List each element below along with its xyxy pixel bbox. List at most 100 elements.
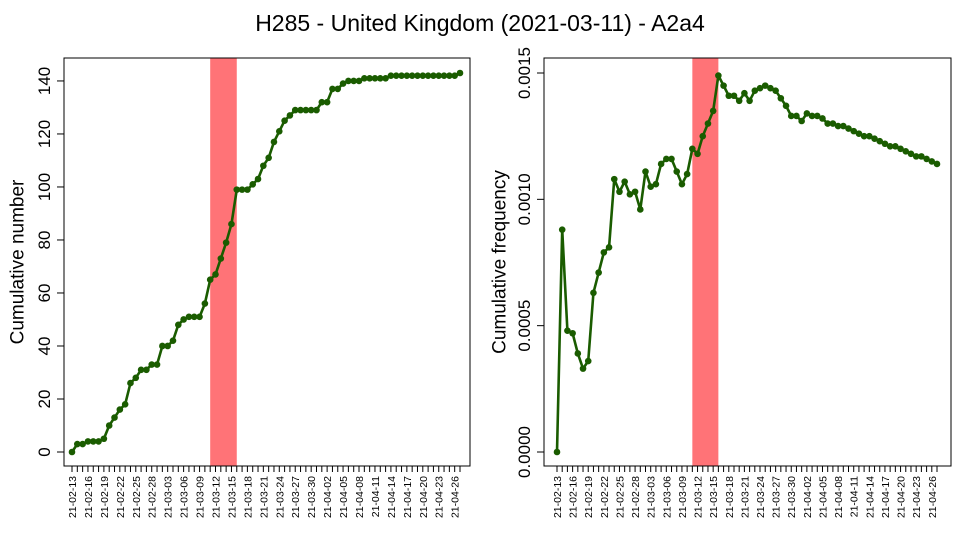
left-data-point bbox=[297, 106, 304, 114]
right-data-point bbox=[819, 115, 826, 122]
left-x-tick-label: 21-04-14 bbox=[386, 476, 398, 518]
left-data-point bbox=[275, 128, 283, 135]
left-x-tick-label: 21-02-16 bbox=[83, 476, 95, 518]
left-data-point bbox=[143, 366, 150, 374]
left-x-tick-label: 21-02-22 bbox=[115, 476, 127, 518]
left-data-point bbox=[350, 77, 357, 85]
left-data-point bbox=[244, 186, 251, 193]
right-data-point bbox=[871, 135, 878, 142]
left-x-tick-label: 21-04-02 bbox=[322, 476, 334, 518]
right-data-point bbox=[756, 84, 764, 92]
left-y-tick-label: 80 bbox=[35, 231, 54, 250]
right-x-tick-label: 21-03-09 bbox=[677, 476, 689, 518]
right-data-point bbox=[590, 289, 597, 297]
left-data-point bbox=[366, 75, 373, 82]
left-data-point bbox=[408, 72, 416, 79]
left-data-point bbox=[323, 98, 331, 106]
right-data-point bbox=[584, 357, 592, 365]
right-data-point bbox=[933, 160, 941, 168]
right-data-point bbox=[866, 132, 873, 140]
left-data-point bbox=[111, 414, 118, 421]
right-data-point bbox=[730, 92, 738, 100]
left-data-point bbox=[403, 72, 411, 79]
left-data-point bbox=[371, 75, 379, 82]
left-data-point bbox=[446, 72, 453, 79]
left-x-tick-label: 21-03-27 bbox=[290, 476, 302, 518]
right-data-point bbox=[715, 72, 722, 79]
right-x-tick-label: 21-03-15 bbox=[708, 476, 720, 518]
left-data-point bbox=[270, 138, 278, 146]
left-data-point bbox=[307, 106, 315, 114]
right-data-point bbox=[912, 153, 920, 160]
left-data-point bbox=[169, 337, 177, 344]
right-data-point bbox=[813, 112, 821, 120]
right-data-point bbox=[683, 170, 691, 178]
left-data-point bbox=[228, 220, 235, 228]
right-data-point bbox=[840, 122, 847, 130]
right-x-tick-label: 21-04-11 bbox=[849, 476, 861, 517]
right-y-axis-label: Cumulative frequency bbox=[490, 170, 511, 354]
right-data-point bbox=[803, 110, 811, 117]
left-data-point bbox=[430, 72, 437, 79]
left-x-tick-label: 21-03-06 bbox=[179, 476, 191, 518]
right-data-point bbox=[918, 153, 925, 160]
right-data-point bbox=[668, 155, 675, 163]
right-data-point bbox=[886, 142, 894, 150]
left-x-tick-label: 21-02-25 bbox=[131, 476, 143, 518]
left-data-point bbox=[313, 106, 320, 114]
left-x-tick-label: 21-03-30 bbox=[306, 476, 318, 518]
right-data-point bbox=[709, 107, 717, 115]
right-data-point bbox=[798, 117, 805, 125]
right-data-point bbox=[657, 160, 665, 168]
right-data-point bbox=[876, 137, 884, 145]
right-data-point bbox=[553, 448, 561, 456]
left-data-point bbox=[89, 438, 97, 445]
left-x-tick-label: 21-04-11 bbox=[370, 476, 382, 517]
left-x-tick-label: 21-03-24 bbox=[274, 476, 286, 518]
left-data-point bbox=[222, 239, 230, 246]
right-data-point bbox=[600, 249, 608, 256]
left-y-tick-label: 60 bbox=[35, 284, 54, 303]
left-data-point bbox=[414, 72, 421, 79]
right-data-point bbox=[834, 122, 842, 130]
right-x-tick-label: 21-03-06 bbox=[661, 476, 673, 518]
left-data-point bbox=[116, 406, 124, 413]
left-x-tick-label: 21-03-18 bbox=[242, 476, 254, 518]
right-data-point bbox=[616, 188, 623, 196]
right-data-point bbox=[892, 142, 899, 150]
right-x-tick-label: 21-03-27 bbox=[771, 476, 783, 518]
right-data-point bbox=[772, 87, 779, 94]
left-data-point bbox=[74, 440, 81, 448]
right-data-point bbox=[558, 226, 566, 233]
right-data-point bbox=[907, 150, 915, 158]
left-data-point bbox=[334, 85, 342, 93]
left-y-tick-label: 40 bbox=[35, 337, 54, 356]
left-data-point bbox=[291, 106, 299, 114]
left-data-point bbox=[419, 72, 427, 79]
left-x-tick-label: 21-04-17 bbox=[402, 476, 414, 518]
left-x-tick-label: 21-03-09 bbox=[195, 476, 207, 518]
left-data-point bbox=[127, 379, 134, 387]
right-data-point bbox=[845, 125, 852, 132]
left-data-point bbox=[376, 75, 384, 82]
right-data-point bbox=[636, 206, 644, 213]
right-x-tick-label: 21-03-18 bbox=[724, 476, 736, 518]
right-highlight-band bbox=[692, 58, 719, 466]
right-x-tick-label: 21-02-19 bbox=[583, 476, 595, 518]
left-data-point bbox=[233, 186, 241, 193]
left-data-point bbox=[398, 72, 405, 79]
right-data-point bbox=[746, 97, 753, 105]
right-data-point bbox=[855, 130, 863, 137]
left-plot-frame bbox=[63, 57, 471, 467]
right-x-tick-label: 21-02-25 bbox=[614, 476, 626, 518]
left-y-tick-label: 20 bbox=[35, 390, 54, 409]
left-data-point bbox=[456, 69, 464, 77]
right-data-point bbox=[574, 350, 582, 357]
right-data-point bbox=[897, 145, 904, 153]
left-data-point bbox=[153, 361, 161, 368]
right-data-point bbox=[751, 87, 759, 94]
left-data-point bbox=[68, 448, 76, 456]
right-x-tick-label: 21-04-20 bbox=[896, 476, 908, 518]
right-data-point bbox=[579, 365, 587, 372]
